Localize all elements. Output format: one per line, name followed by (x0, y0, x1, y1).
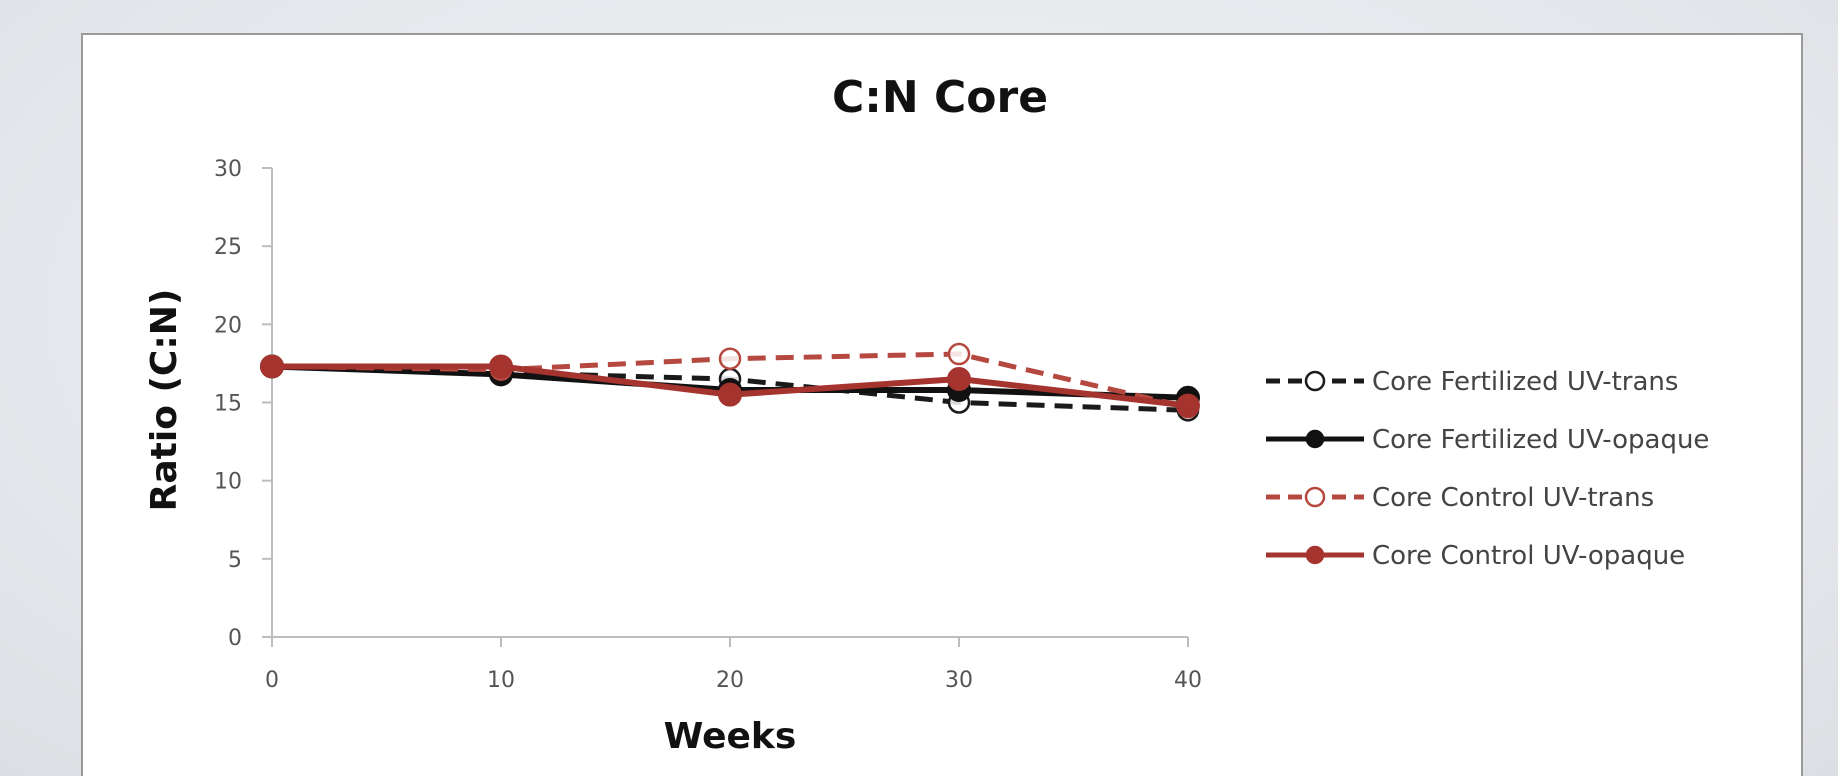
x-tick-label: 40 (1174, 668, 1202, 693)
data-point (947, 342, 971, 366)
data-point (1176, 393, 1200, 418)
x-tick-label: 10 (487, 668, 515, 693)
series-4 (260, 354, 1200, 418)
x-axis-title: Weeks (664, 716, 797, 757)
x-tick-label: 30 (945, 668, 973, 693)
y-tick-label: 5 (228, 548, 242, 573)
axis-ticks: 0 5 10 15 20 25 30 0 10 20 30 40 (214, 157, 1202, 693)
y-axis-title: Ratio (C:N) (144, 289, 185, 512)
x-tick-label: 0 (265, 668, 279, 693)
legend-label: Core Fertilized UV-opaque (1372, 425, 1709, 455)
y-tick-label: 0 (228, 626, 242, 651)
legend: Core Fertilized UV-trans Core Fertilized … (1266, 367, 1709, 571)
legend-item: Core Fertilized UV-opaque (1266, 425, 1709, 455)
legend-item: Core Control UV-opaque (1266, 541, 1685, 571)
y-tick-label: 25 (214, 235, 242, 260)
data-point (947, 367, 971, 392)
y-tick-label: 15 (214, 392, 242, 417)
data-point (718, 347, 742, 370)
legend-swatch-marker (1304, 486, 1326, 508)
y-tick-label: 30 (214, 157, 242, 182)
data-point (718, 382, 742, 407)
y-tick-label: 10 (214, 470, 242, 495)
legend-label: Core Control UV-trans (1372, 483, 1654, 513)
legend-item: Core Control UV-trans (1266, 483, 1654, 513)
legend-label: Core Control UV-opaque (1372, 541, 1685, 571)
chart-panel (81, 33, 1803, 776)
legend-swatch-marker (1305, 545, 1325, 565)
legend-item: Core Fertilized UV-trans (1266, 367, 1678, 397)
y-tick-label: 20 (214, 313, 242, 338)
legend-swatch-marker (1304, 370, 1326, 392)
legend-label: Core Fertilized UV-trans (1372, 367, 1678, 397)
chart-title: C:N Core (832, 72, 1048, 123)
series-layer (260, 342, 1200, 422)
x-tick-label: 20 (716, 668, 744, 693)
data-point (489, 354, 513, 379)
legend-swatch-marker (1305, 429, 1325, 449)
data-point (260, 354, 284, 379)
